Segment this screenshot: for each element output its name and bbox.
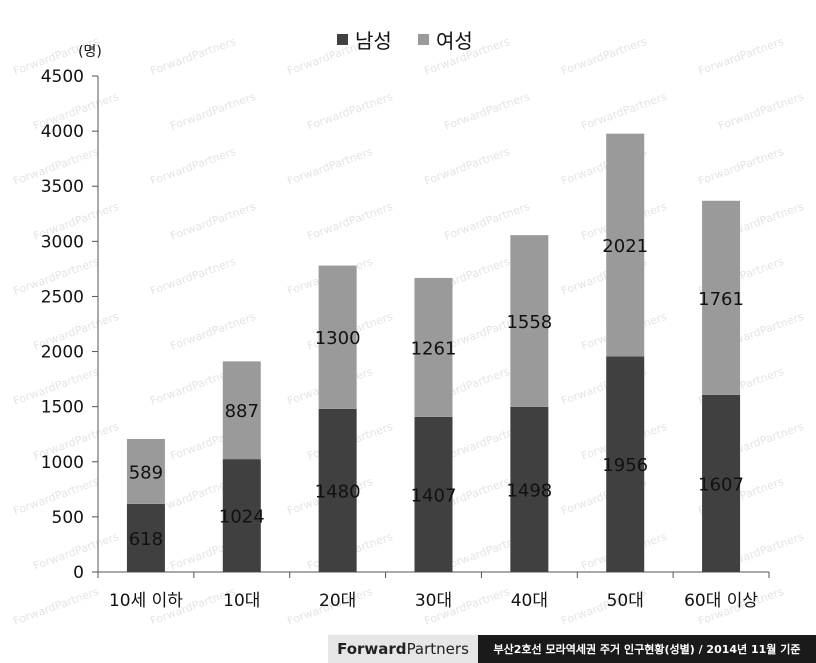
data-label: 887 <box>225 401 259 422</box>
data-label: 589 <box>129 462 163 483</box>
footer-source: 부산2호선 모라역세권 주거 인구현황(성별) / 2014년 11월 기준 <box>478 635 816 663</box>
logo-part2: Partners <box>406 640 469 658</box>
y-tick-label: 2000 <box>41 343 84 363</box>
bars <box>126 133 741 572</box>
data-label: 1480 <box>315 481 361 502</box>
bar-female <box>126 438 165 504</box>
data-label: 1261 <box>411 338 457 359</box>
y-axis-unit-label: (명) <box>78 44 102 60</box>
bar-female <box>702 200 741 395</box>
data-label: 1498 <box>506 480 552 501</box>
bar-male <box>510 406 549 572</box>
bar-male <box>414 416 453 572</box>
watermark-text: ForwardPartners <box>286 145 375 188</box>
y-tick-label: 4000 <box>41 122 84 142</box>
watermark-text: ForwardPartners <box>423 145 512 188</box>
x-tick-label: 10세 이하 <box>109 591 183 611</box>
data-label: 2021 <box>602 236 648 257</box>
data-label: 1407 <box>411 485 457 506</box>
bar-female <box>318 265 357 409</box>
y-tick-label: 2500 <box>41 287 84 307</box>
x-tick-label: 50대 <box>607 591 644 611</box>
watermark-text: ForwardPartners <box>149 255 238 298</box>
bar-male <box>126 503 165 572</box>
bar-female <box>606 133 645 357</box>
x-tick-label: 40대 <box>511 591 548 611</box>
bar-male <box>702 394 741 572</box>
x-tick-label: 60대 이상 <box>684 591 758 611</box>
y-tick-label: 1000 <box>41 453 84 473</box>
bar-female <box>414 277 453 417</box>
data-label: 618 <box>129 529 163 550</box>
data-label: 1607 <box>698 474 744 495</box>
y-tick-label: 1500 <box>41 398 84 418</box>
data-label: 1956 <box>602 455 648 476</box>
watermark-text: ForwardPartners <box>169 90 258 133</box>
watermark-text: ForwardPartners <box>443 90 532 133</box>
bar-female <box>510 235 549 407</box>
legend-swatch <box>418 34 429 45</box>
y-tick-label: 500 <box>52 508 84 528</box>
legend-swatch <box>337 34 348 45</box>
logo-part1: Forward <box>337 640 407 658</box>
y-tick-label: 3000 <box>41 232 84 252</box>
watermark-text: ForwardPartners <box>12 585 101 628</box>
y-tick-label: 0 <box>73 563 84 583</box>
watermark-text: ForwardPartners <box>306 200 395 243</box>
data-label: 1024 <box>219 507 265 528</box>
watermark-text: ForwardPartners <box>697 35 786 78</box>
watermark-text: ForwardPartners <box>717 90 806 133</box>
legend: 남성 여성 <box>337 29 473 53</box>
watermark-text: ForwardPartners <box>169 310 258 353</box>
watermark-text: ForwardPartners <box>306 90 395 133</box>
x-tick-label: 20대 <box>319 591 356 611</box>
watermark-text: ForwardPartners <box>560 35 649 78</box>
bar-female <box>222 361 261 460</box>
data-label: 1761 <box>698 289 744 310</box>
bar-male <box>606 356 645 572</box>
watermark-text: ForwardPartners <box>580 90 669 133</box>
footer: Forward Partners 부산2호선 모라역세권 주거 인구현황(성별) … <box>328 635 816 663</box>
footer-logo: Forward Partners <box>328 635 478 663</box>
x-tick-label: 30대 <box>415 591 452 611</box>
data-label: 1300 <box>315 328 361 349</box>
x-tick-label: 10대 <box>223 591 260 611</box>
y-tick-label: 3500 <box>41 177 84 197</box>
legend-label: 여성 <box>436 29 473 53</box>
watermark-text: ForwardPartners <box>149 145 238 188</box>
data-label: 1558 <box>506 312 552 333</box>
data-labels: 618 589 1024 887 1480 1300 1407 1261 1498 1558 195… <box>129 236 744 550</box>
watermark-text: ForwardPartners <box>169 200 258 243</box>
bar-male <box>318 408 357 572</box>
legend-label: 남성 <box>355 29 392 53</box>
watermark-text: ForwardPartners <box>697 145 786 188</box>
bar-male <box>222 459 261 572</box>
watermark-text: ForwardPartners <box>149 35 238 78</box>
y-tick-label: 4500 <box>41 67 84 87</box>
